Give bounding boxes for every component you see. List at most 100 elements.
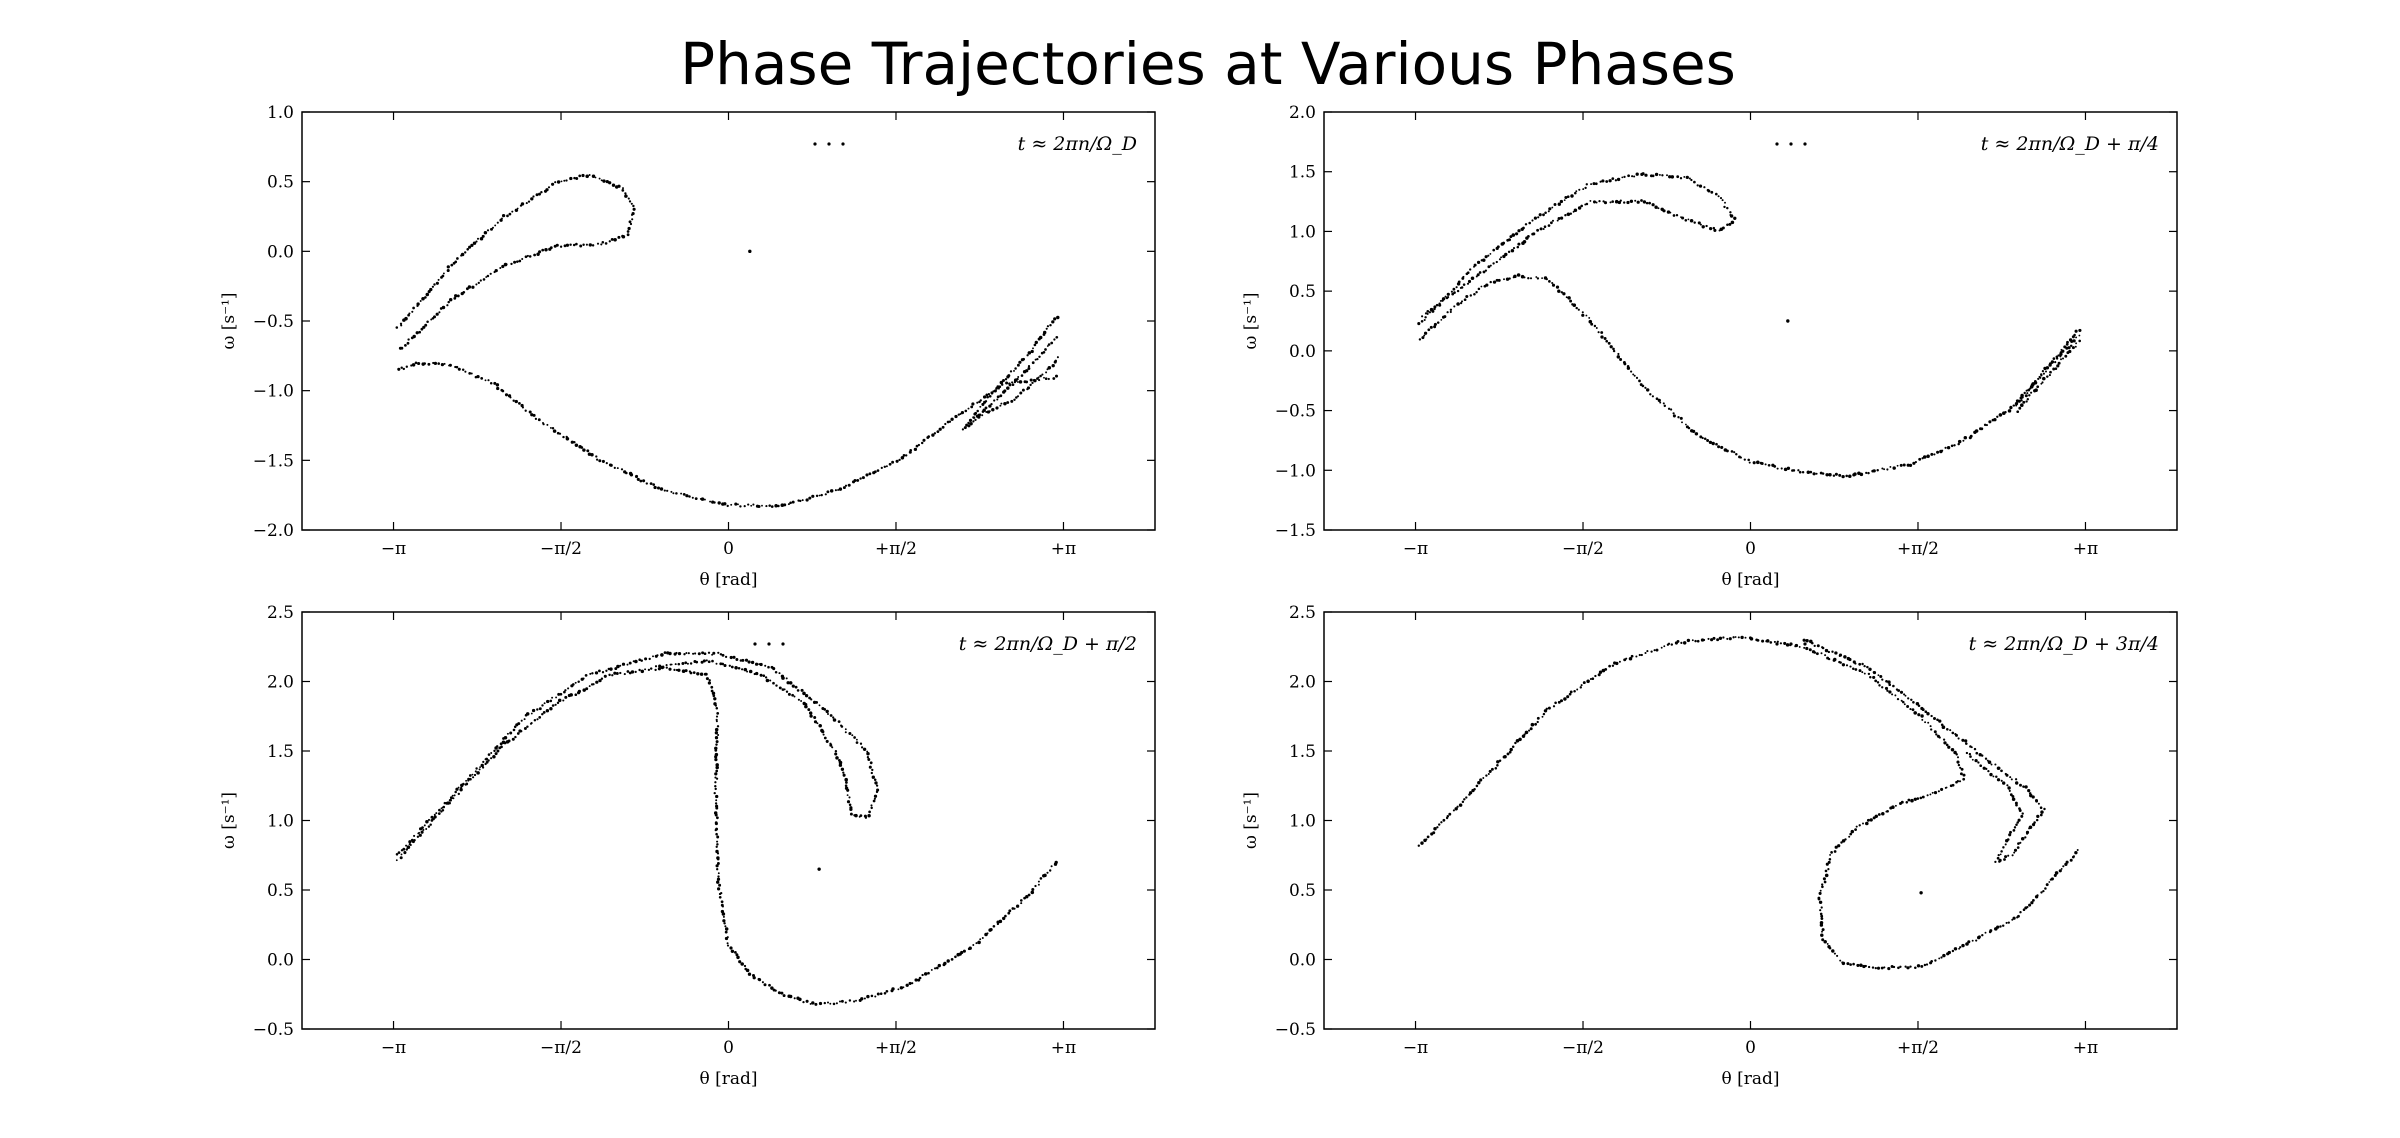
data-point xyxy=(785,677,788,680)
data-point xyxy=(1016,395,1020,398)
data-point xyxy=(842,486,846,490)
data-point xyxy=(1018,380,1023,384)
data-point xyxy=(1482,258,1486,262)
data-point xyxy=(677,668,681,672)
data-point xyxy=(632,204,635,208)
data-point xyxy=(1047,377,1050,381)
data-point xyxy=(549,699,553,703)
data-point xyxy=(644,668,647,671)
data-point xyxy=(714,787,717,791)
data-point xyxy=(598,678,602,683)
data-point xyxy=(636,477,640,481)
y-tick-label: 1.0 xyxy=(1289,812,1316,832)
data-point xyxy=(858,815,861,818)
data-point xyxy=(1573,208,1578,212)
data-point xyxy=(1938,719,1942,723)
data-point xyxy=(747,503,750,506)
data-point xyxy=(1728,637,1732,641)
data-point xyxy=(780,991,784,995)
data-point xyxy=(680,492,683,495)
data-point xyxy=(716,880,720,884)
legend: t ≈ 2πn/Ω_D + π/2 xyxy=(753,633,1137,655)
data-point xyxy=(1951,731,1955,735)
data-point xyxy=(865,473,869,477)
data-point xyxy=(630,213,634,216)
data-point xyxy=(1667,642,1671,645)
data-point xyxy=(653,485,657,490)
data-point xyxy=(575,177,579,180)
data-point xyxy=(1528,729,1531,732)
data-point xyxy=(1964,739,1968,743)
data-point xyxy=(451,794,454,797)
data-point xyxy=(867,813,871,818)
data-point xyxy=(1889,465,1892,468)
data-point xyxy=(1950,444,1954,448)
data-point xyxy=(1600,335,1604,339)
data-point xyxy=(1987,769,1990,773)
data-point xyxy=(1589,199,1592,202)
data-point xyxy=(1973,747,1977,751)
data-point xyxy=(1957,763,1961,767)
data-point xyxy=(1993,418,1997,422)
data-point xyxy=(1509,747,1513,752)
data-point xyxy=(1869,676,1872,679)
data-point xyxy=(1694,639,1697,643)
data-point xyxy=(1718,229,1721,232)
data-point xyxy=(585,243,588,246)
data-point xyxy=(1961,943,1965,948)
data-point xyxy=(1533,216,1537,220)
data-point xyxy=(471,285,475,289)
data-point xyxy=(729,655,733,660)
data-point xyxy=(605,462,608,465)
data-point xyxy=(1511,233,1516,237)
data-point xyxy=(767,665,770,669)
data-point xyxy=(1515,739,1520,743)
data-point xyxy=(516,260,519,263)
data-point xyxy=(875,790,879,794)
data-point xyxy=(842,771,845,774)
data-point xyxy=(1910,698,1913,701)
data-point xyxy=(407,338,410,341)
plot-frame xyxy=(301,111,1156,531)
data-point xyxy=(1595,327,1598,329)
data-point xyxy=(971,402,975,406)
data-point xyxy=(1836,954,1839,957)
data-point xyxy=(487,379,490,382)
data-point xyxy=(634,659,638,664)
data-point xyxy=(506,214,509,218)
data-point xyxy=(1980,427,1984,431)
data-point xyxy=(562,699,565,702)
data-point xyxy=(1034,358,1037,361)
data-point xyxy=(528,410,532,414)
data-point xyxy=(1953,444,1956,447)
data-point xyxy=(1694,432,1699,436)
data-point xyxy=(601,671,605,674)
data-point xyxy=(715,662,718,665)
data-point xyxy=(863,997,866,1000)
data-point xyxy=(1849,832,1853,836)
data-point xyxy=(1564,214,1567,217)
data-point xyxy=(1655,648,1659,652)
data-point xyxy=(1789,644,1792,647)
data-point xyxy=(2074,851,2078,855)
data-point xyxy=(1463,298,1467,302)
data-point xyxy=(724,936,729,941)
data-point xyxy=(586,449,590,453)
data-point xyxy=(1557,217,1561,220)
data-point xyxy=(1995,775,1998,778)
data-point xyxy=(426,320,429,324)
data-point xyxy=(1858,824,1861,827)
data-point xyxy=(1935,733,1938,736)
x-axis-label: θ [rad] xyxy=(699,570,757,590)
data-point xyxy=(1541,277,1544,280)
data-point xyxy=(492,226,494,229)
data-point xyxy=(431,317,435,320)
data-point xyxy=(670,490,673,493)
data-point xyxy=(626,233,630,237)
data-point xyxy=(495,383,500,387)
data-point xyxy=(2012,404,2016,407)
data-point xyxy=(1651,174,1655,178)
data-point xyxy=(780,503,785,507)
data-point xyxy=(866,751,870,756)
data-point xyxy=(1465,796,1468,799)
